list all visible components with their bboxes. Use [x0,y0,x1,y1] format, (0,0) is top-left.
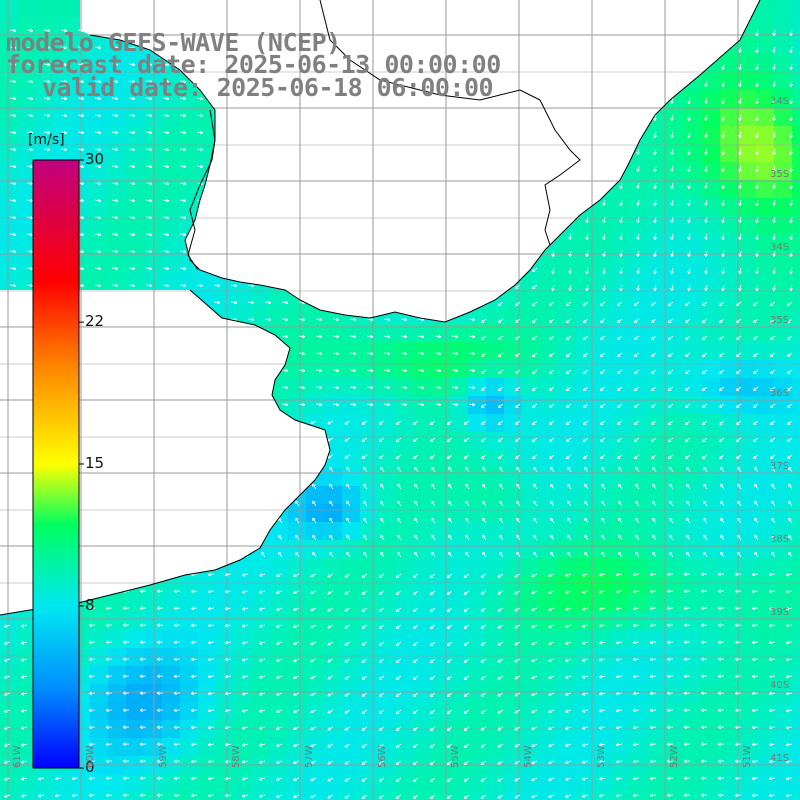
latitude-label: 37S [770,461,790,472]
longitude-label: 59W [158,745,169,768]
longitude-label: 56W [377,745,388,768]
forecast-date: forecast date: 2025-06-13 00:00:00 [6,50,501,79]
longitude-label: 53W [596,745,607,768]
longitude-label: 52W [669,745,680,768]
longitude-label: 55W [450,745,461,768]
colorbar-tick-label: 22 [85,312,105,331]
coastline [0,0,761,616]
latitude-label: 34S [770,242,790,253]
latitude-label: 36S [770,388,790,399]
colorbar-tick-label: 30 [85,150,105,168]
land-mask [0,0,760,790]
model-title: modelo GEFS-WAVE (NCEP) [6,28,341,57]
wind-vector-field [4,28,793,800]
colorbar-gradient [32,159,80,769]
longitude-label: 54W [523,745,534,768]
longitude-label: 57W [304,745,315,768]
colorbar-unit: [m/s] [28,132,65,148]
colorbar-tick-label: 8 [85,595,95,614]
latitude-label: 35S [770,315,790,326]
latitude-label: 39S [770,607,790,618]
colorbar-tick-label: 0 [85,758,95,776]
latitude-label: 41S [770,753,790,764]
longitude-label: 60W [85,745,96,768]
colorbar [32,159,84,769]
latitude-label: 38S [770,534,790,545]
longitude-label: 58W [231,745,242,768]
latitude-label: 35S [770,169,790,180]
colorbar-tick-label: 15 [85,454,105,472]
longitude-label: 51W [742,745,753,768]
valid-date: valid date: 2025-06-18 06:00:00 [42,73,494,102]
latitude-label: 34S [770,96,790,107]
longitude-label: 61W [12,745,23,768]
latitude-label: 40S [770,680,790,691]
